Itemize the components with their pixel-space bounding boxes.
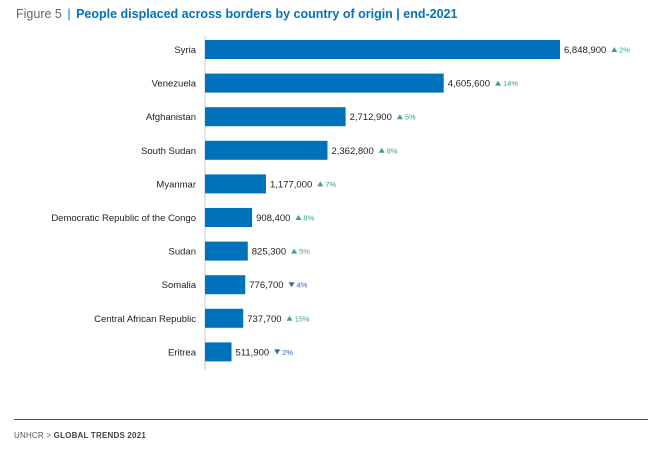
bar [205, 241, 248, 261]
title-separator: | [67, 7, 71, 21]
change-down-icon [288, 282, 295, 288]
change-up-icon [286, 315, 293, 321]
value-label: 776,700 [249, 280, 283, 291]
change-up-icon [396, 114, 403, 120]
value-label: 825,300 [252, 247, 286, 258]
change-label: 2% [282, 348, 293, 357]
bar [205, 174, 267, 194]
bar [205, 275, 246, 295]
footer: UNHCR > GLOBAL TRENDS 2021 [14, 431, 146, 440]
change-label: 8% [387, 146, 398, 155]
value-label: 6,848,900 [564, 45, 606, 56]
change-up-icon [291, 248, 298, 254]
bar [205, 40, 560, 59]
change-label: 5% [299, 247, 310, 256]
change-up-icon [494, 80, 501, 86]
category-label: Myanmar [156, 179, 196, 190]
bar [205, 73, 444, 93]
footer-report: GLOBAL TRENDS 2021 [53, 431, 147, 440]
footer-arrow: > [46, 431, 52, 440]
category-label: Syria [174, 45, 196, 56]
figure-label: Figure 5 [16, 7, 62, 21]
change-label: 14% [503, 79, 518, 88]
change-up-icon [317, 181, 324, 187]
category-label: South Sudan [141, 146, 196, 157]
category-label: Venezuela [152, 79, 197, 90]
footer-divider [14, 419, 648, 420]
category-label: Somalia [162, 280, 197, 291]
bar [205, 308, 244, 328]
change-label: 5% [405, 113, 416, 122]
bar [205, 208, 253, 227]
category-label: Sudan [169, 247, 196, 258]
change-label: 4% [297, 281, 308, 290]
title-text: People displaced across borders by count… [76, 7, 458, 21]
footer-org: UNHCR [14, 431, 44, 440]
category-label: Afghanistan [146, 112, 196, 123]
bar [205, 140, 328, 160]
change-up-icon [295, 215, 302, 220]
category-label: Eritrea [168, 347, 197, 358]
chart-title: Figure 5 | People displaced across borde… [16, 7, 457, 21]
value-label: 2,712,900 [350, 112, 392, 123]
value-label: 2,362,800 [331, 146, 373, 157]
bar [205, 107, 346, 127]
bar [205, 342, 232, 362]
change-down-icon [274, 349, 281, 355]
value-label: 737,700 [247, 314, 281, 325]
change-up-icon [378, 147, 385, 153]
change-label: 2% [619, 46, 630, 55]
change-label: 8% [303, 214, 314, 223]
value-label: 511,900 [236, 347, 270, 358]
value-label: 1,177,000 [270, 179, 312, 190]
value-label: 908,400 [256, 213, 290, 224]
change-label: 7% [325, 180, 336, 189]
category-label: Democratic Republic of the Congo [51, 213, 196, 224]
change-up-icon [611, 47, 618, 52]
change-label: 15% [295, 314, 310, 323]
value-label: 4,605,600 [448, 79, 490, 90]
category-label: Central African Republic [94, 314, 196, 325]
